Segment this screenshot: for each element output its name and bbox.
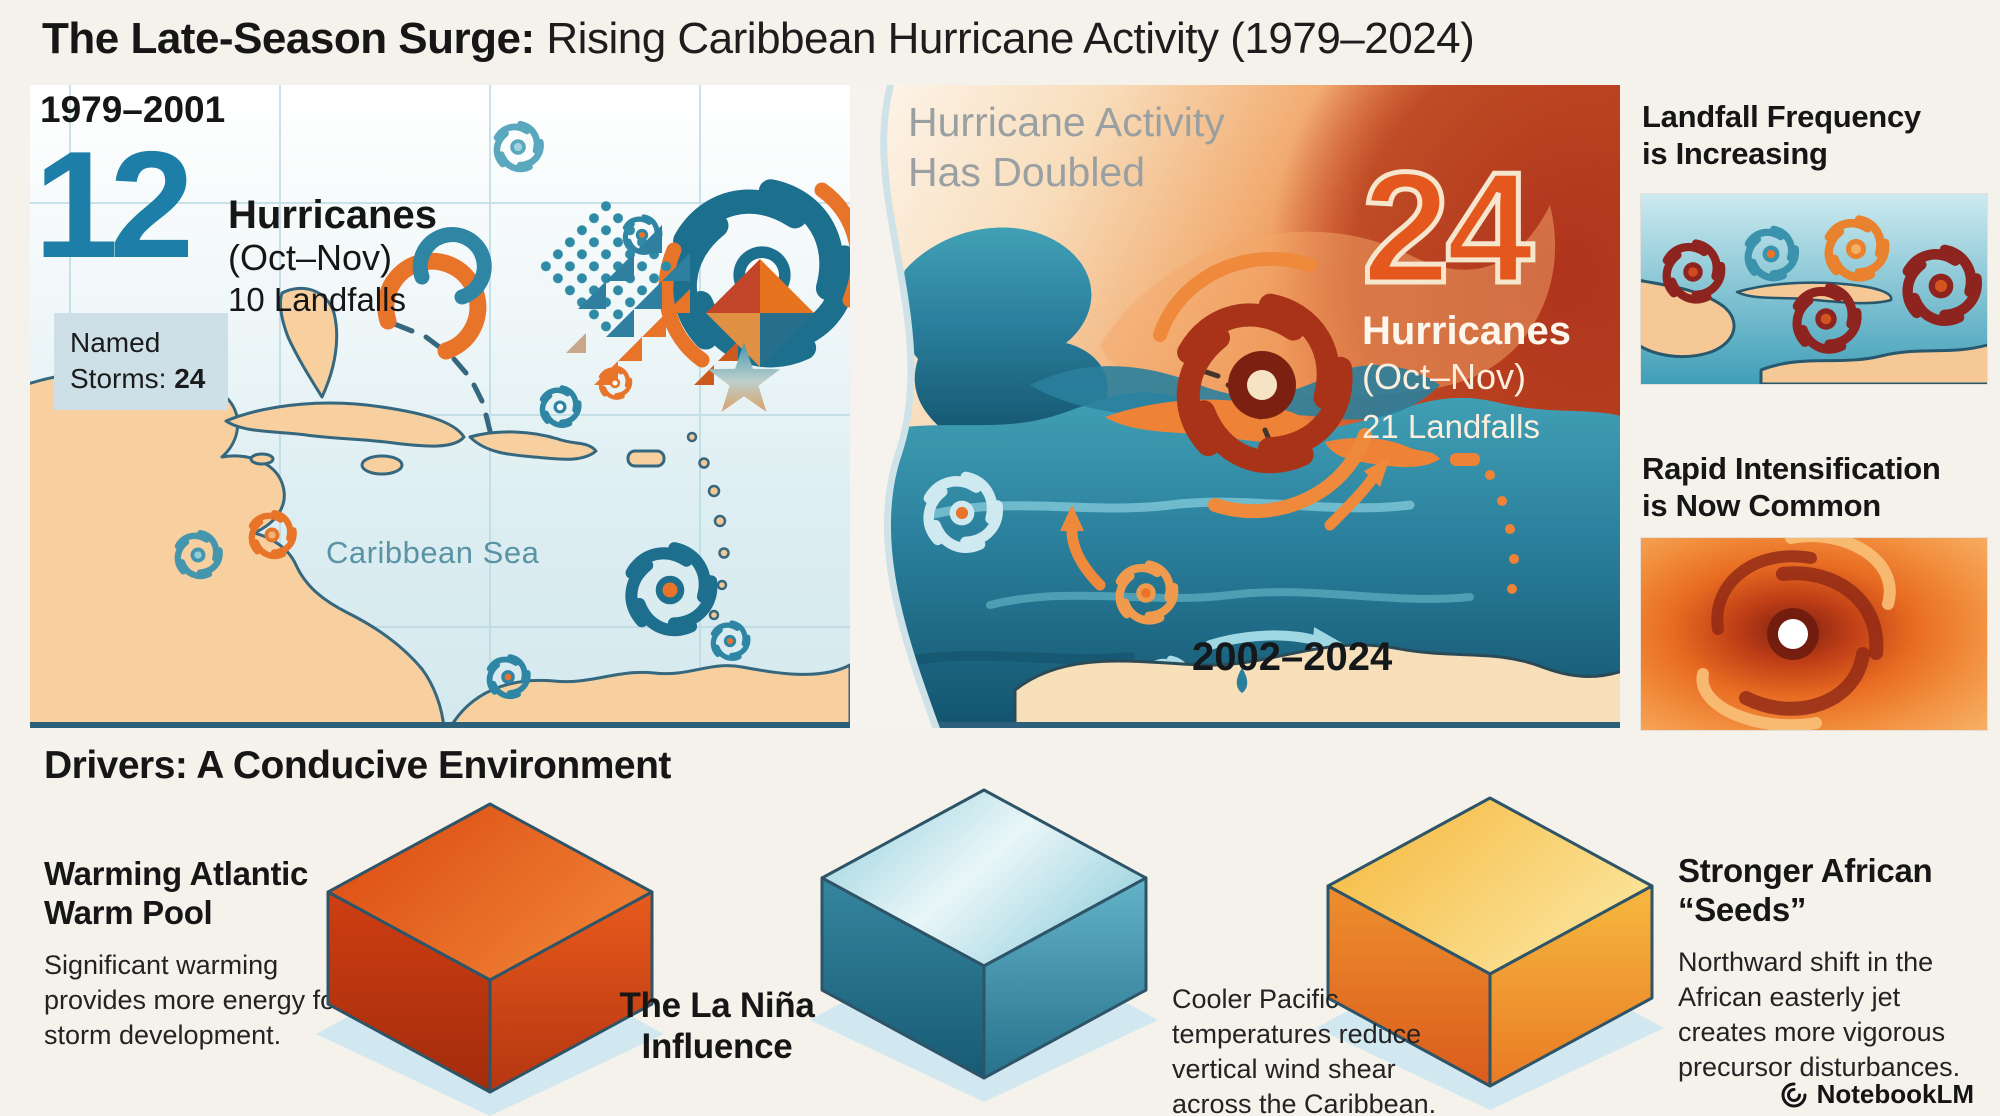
map-bottom-border — [30, 722, 850, 728]
la-nina-body: Cooler Pacific temperatures reduce verti… — [1172, 984, 1437, 1116]
warm-pool-title-line1: Warming Atlantic — [44, 855, 309, 892]
sidebar: Landfall Frequency is Increasing — [1640, 85, 1992, 731]
african-seeds-title-line1: Stronger African — [1678, 852, 1933, 889]
map-1979-2001: 1979–2001 12 Hurricanes (Oct–Nov) 10 Lan… — [30, 85, 850, 728]
era1-hurricane-count: 12 — [34, 120, 194, 290]
african-seeds-body: Northward shift in the African easterly … — [1678, 947, 1961, 1083]
star-icon — [707, 343, 781, 412]
era2-stats: 24 Hurricanes (Oct–Nov) 21 Landfalls — [1360, 140, 1617, 446]
doubled-headline-line1: Hurricane Activity — [908, 99, 1225, 145]
south-america-land — [1013, 643, 1620, 728]
intensification-title-line2: is Now Common — [1642, 487, 1881, 523]
doubled-headline-line2: Has Doubled — [908, 149, 1146, 196]
era2-period: 2002–2024 — [1192, 635, 1393, 679]
warm-pool-cube — [316, 802, 664, 1116]
vortex-arms — [1696, 538, 1896, 730]
era1-landfalls: 10 Landfalls — [228, 281, 406, 319]
divider-edge — [880, 85, 940, 728]
caribbean-sea-label: Caribbean Sea — [326, 535, 540, 570]
page-title: The Late-Season Surge: Rising Caribbean … — [42, 14, 1475, 64]
landfall-title-line1: Landfall Frequency — [1642, 99, 1921, 134]
lake-shape — [1236, 668, 1248, 693]
hurricane-eye — [1247, 370, 1277, 400]
landfall-panel-title: Landfall Frequency is Increasing — [1642, 99, 1921, 172]
lesser-antilles-islands — [686, 431, 730, 621]
era1-period: 1979–2001 — [40, 89, 226, 130]
named-storms-value: 24 — [174, 363, 206, 395]
hurricane-icon — [489, 122, 545, 177]
era1-months: (Oct–Nov) — [228, 236, 393, 278]
intensification-illustration — [1640, 537, 1988, 731]
triangle-pattern — [566, 225, 738, 385]
flame-swirl — [1100, 205, 1556, 415]
african-seeds-title-line2: “Seeds” — [1678, 890, 1807, 928]
doubled-headline: Hurricane Activity Has Doubled — [908, 97, 1225, 197]
map-bottom-border — [880, 722, 1620, 728]
era2-hurricane-count: 24 — [1360, 140, 1537, 316]
branding: NotebookLM — [1779, 1079, 1974, 1110]
swirl-icon — [377, 227, 492, 360]
era1-hurricane-label: Hurricanes — [228, 193, 437, 237]
quad-diamond-icon — [706, 259, 814, 367]
sea-water — [850, 392, 1620, 728]
map-storm-icons — [170, 366, 751, 703]
era2-landfalls: 21 Landfalls — [1362, 408, 1540, 445]
divider-band — [850, 85, 937, 728]
landfall-storm-icons — [1657, 217, 1984, 360]
landfall-title-line2: is Increasing — [1642, 135, 1828, 171]
map-1979-2001-illustration — [30, 85, 850, 728]
vortex-eye — [1778, 619, 1808, 649]
era2-months: (Oct–Nov) — [1362, 356, 1527, 397]
hero-section: 1979–2001 12 Hurricanes (Oct–Nov) 10 Lan… — [0, 85, 2000, 731]
african-seeds-cube — [1316, 796, 1664, 1110]
intensification-title-line1: Rapid Intensification — [1642, 451, 1941, 486]
orange-arc — [814, 182, 850, 308]
wave-lines — [885, 497, 1474, 670]
african-seeds-title: Stronger African “Seeds” — [1678, 852, 1978, 930]
warm-pool-title: Warming Atlantic Warm Pool — [44, 855, 364, 933]
branding-name: NotebookLM — [1816, 1079, 1974, 1109]
warm-pool-body: Significant warming provides more energy… — [44, 950, 345, 1051]
map-2002-2024: Hurricane Activity Has Doubled 24 Hurric… — [850, 85, 1620, 728]
landfall-illustration — [1640, 193, 1988, 385]
drivers-heading: Drivers: A Conducive Environment — [44, 744, 671, 787]
era2-hurricane-label: Hurricanes — [1362, 309, 1571, 353]
la-nina-cube — [810, 788, 1158, 1102]
named-storms-label: Named Storms: — [70, 327, 175, 395]
named-storms-badge: Named Storms: 24 — [54, 313, 228, 410]
map-2002-2024-illustration — [850, 85, 1620, 728]
hurricane-outer-bands — [1153, 251, 1372, 519]
la-nina-title-line2: Influence — [641, 1027, 793, 1067]
la-nina-title: The La Niña Influence — [572, 985, 862, 1068]
page-title-rest: Rising Caribbean Hurricane Activity (197… — [534, 14, 1475, 63]
la-nina-title-line1: The La Niña — [619, 986, 815, 1025]
notebooklm-logo-icon — [1781, 1082, 1807, 1107]
intensification-panel-title: Rapid Intensification is Now Common — [1642, 451, 1941, 524]
page-title-lead: The Late-Season Surge: — [42, 14, 535, 63]
era1-stats: Hurricanes (Oct–Nov) 10 Landfalls — [228, 193, 437, 319]
warm-pool-title-line2: Warm Pool — [44, 893, 213, 931]
map-grid — [30, 85, 850, 722]
